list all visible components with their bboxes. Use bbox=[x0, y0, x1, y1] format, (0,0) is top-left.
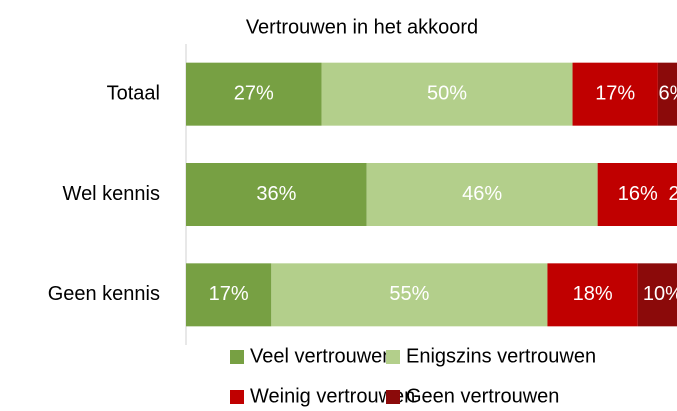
value-label: 17% bbox=[595, 82, 635, 104]
category-label: Geen kennis bbox=[48, 283, 160, 305]
value-label: 50% bbox=[427, 82, 467, 104]
value-label: 2% bbox=[669, 183, 677, 205]
value-label: 27% bbox=[234, 82, 274, 104]
bar-segment bbox=[637, 263, 677, 327]
bar-segment bbox=[366, 163, 598, 226]
bar-segment bbox=[186, 263, 272, 327]
value-label: 6% bbox=[658, 82, 677, 104]
bar-segment bbox=[597, 163, 677, 226]
value-label: 10% bbox=[643, 283, 677, 305]
value-label: 36% bbox=[256, 183, 296, 205]
bar-segment bbox=[271, 263, 548, 327]
legend-label: Enigszins vertrouwen bbox=[406, 345, 596, 367]
chart-title: Vertrouwen in het akkoord bbox=[246, 16, 478, 38]
value-label: 18% bbox=[573, 283, 613, 305]
legend-label: Geen vertrouwen bbox=[406, 385, 559, 407]
value-label: 17% bbox=[209, 283, 249, 305]
legend-label: Veel vertrouwen bbox=[250, 345, 393, 367]
bar-segment bbox=[186, 163, 367, 226]
legend-swatch bbox=[230, 350, 244, 364]
value-label: 55% bbox=[389, 283, 429, 305]
bar-segment bbox=[186, 62, 322, 126]
value-label: 46% bbox=[462, 183, 502, 205]
bar-segment bbox=[321, 62, 573, 126]
bar-segment bbox=[572, 62, 658, 126]
bar-segment bbox=[657, 62, 677, 126]
category-label: Wel kennis bbox=[63, 183, 160, 205]
legend-swatch bbox=[386, 350, 400, 364]
value-label: 16% bbox=[618, 183, 658, 205]
legend-swatch bbox=[230, 390, 244, 404]
bar-segment bbox=[547, 263, 638, 327]
legend-swatch bbox=[386, 390, 400, 404]
legend-label: Weinig vertrouwen bbox=[250, 385, 415, 407]
category-label: Totaal bbox=[107, 82, 160, 104]
